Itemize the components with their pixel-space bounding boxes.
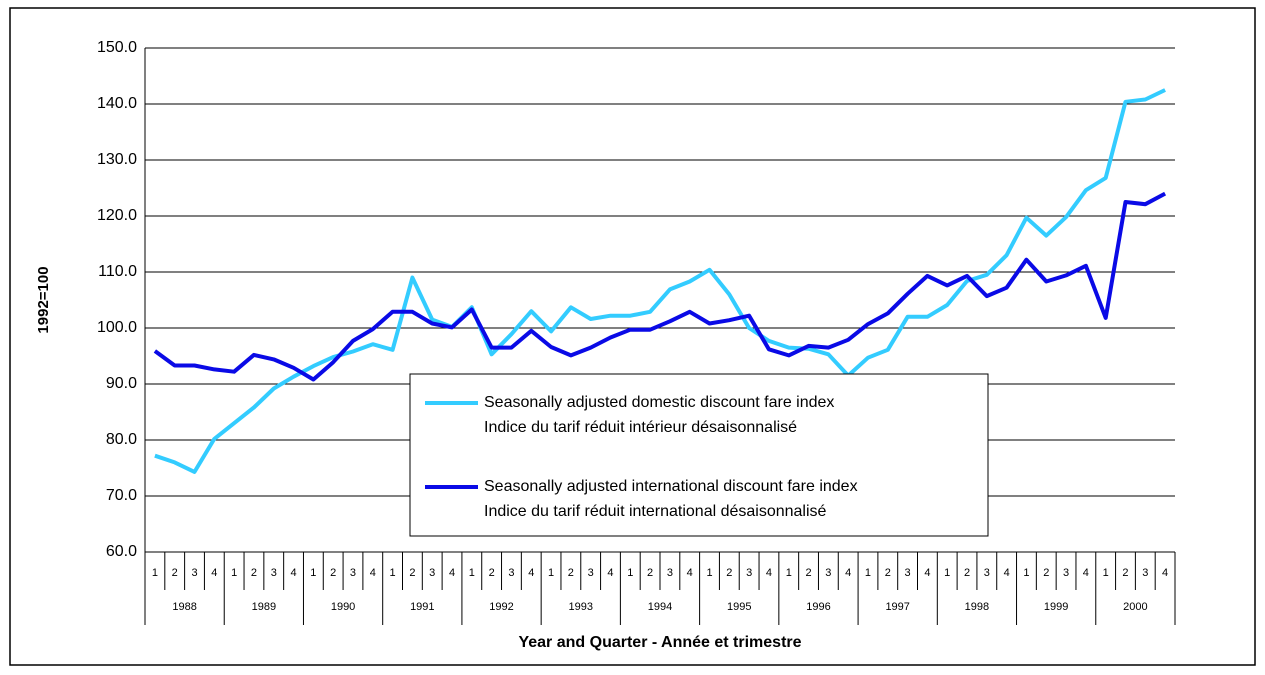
chart-border: [9, 7, 1256, 666]
year-label: 1991: [410, 601, 434, 613]
x-tick-label: 1: [469, 567, 475, 579]
x-tick-label: 3: [350, 567, 356, 579]
x-tick-label: 2: [1043, 567, 1049, 579]
x-tick-label: 4: [1004, 567, 1010, 579]
year-label: 2000: [1123, 601, 1147, 613]
year-label: 1992: [489, 601, 513, 613]
x-tick-label: 1: [706, 567, 712, 579]
y-tick-label: 140.0: [97, 95, 137, 112]
x-tick-label: 1: [627, 567, 633, 579]
year-label: 1994: [648, 601, 672, 613]
year-label: 1997: [885, 601, 909, 613]
year-label: 1989: [252, 601, 276, 613]
y-tick-label: 150.0: [97, 39, 137, 56]
x-tick-label: 2: [172, 567, 178, 579]
x-tick-label: 1: [786, 567, 792, 579]
y-axis-label: 1992=100: [35, 266, 52, 333]
x-tick-label: 4: [687, 567, 693, 579]
x-tick-label: 4: [211, 567, 217, 579]
x-tick-label: 3: [429, 567, 435, 579]
y-tick-label: 120.0: [97, 207, 137, 224]
x-tick-label: 2: [805, 567, 811, 579]
x-tick-label: 3: [667, 567, 673, 579]
y-tick-label: 90.0: [106, 375, 137, 392]
legend-label: Seasonally adjusted domestic discount fa…: [484, 394, 834, 411]
y-tick-label: 110.0: [98, 263, 137, 280]
x-tick-label: 4: [449, 567, 455, 579]
x-tick-label: 1: [1103, 567, 1109, 579]
year-label: 1998: [965, 601, 989, 613]
x-tick-label: 3: [746, 567, 752, 579]
x-tick-label: 3: [191, 567, 197, 579]
x-tick-label: 3: [1142, 567, 1148, 579]
x-tick-label: 1: [231, 567, 237, 579]
year-label: 1993: [569, 601, 593, 613]
x-tick-label: 4: [607, 567, 613, 579]
series-line: [153, 191, 1167, 382]
y-tick-label: 80.0: [106, 431, 137, 448]
x-tick-label: 3: [1063, 567, 1069, 579]
y-tick-label: 70.0: [106, 487, 137, 504]
x-tick-label: 3: [905, 567, 911, 579]
x-tick-label: 4: [924, 567, 930, 579]
x-tick-label: 1: [390, 567, 396, 579]
x-tick-label: 1: [1023, 567, 1029, 579]
x-axis-label: Year and Quarter - Année et trimestre: [518, 634, 801, 651]
x-tick-label: 1: [548, 567, 554, 579]
x-tick-label: 4: [290, 567, 296, 579]
x-tick-label: 4: [528, 567, 534, 579]
x-tick-label: 2: [1122, 567, 1128, 579]
x-tick-label: 2: [885, 567, 891, 579]
x-tick-label: 2: [489, 567, 495, 579]
year-label: 1995: [727, 601, 751, 613]
y-tick-label: 130.0: [97, 151, 137, 168]
year-label: 1999: [1044, 601, 1068, 613]
x-tick-label: 2: [647, 567, 653, 579]
legend-label-fr: Indice du tarif réduit international dés…: [484, 503, 827, 520]
x-tick-label: 1: [152, 567, 158, 579]
x-tick-label: 2: [409, 567, 415, 579]
year-label: 1988: [172, 601, 196, 613]
x-tick-label: 4: [766, 567, 772, 579]
x-tick-label: 1: [944, 567, 950, 579]
x-tick-label: 2: [568, 567, 574, 579]
x-tick-label: 2: [251, 567, 257, 579]
x-tick-label: 2: [964, 567, 970, 579]
year-label: 1990: [331, 601, 355, 613]
x-tick-label: 3: [508, 567, 514, 579]
y-tick-label: 60.0: [106, 543, 137, 560]
legend-label-fr: Indice du tarif réduit intérieur désaiso…: [484, 419, 797, 436]
x-tick-label: 4: [845, 567, 851, 579]
series-line: [154, 88, 1166, 474]
x-tick-label: 2: [330, 567, 336, 579]
x-tick-label: 3: [271, 567, 277, 579]
legend: [409, 373, 989, 537]
x-tick-label: 4: [1162, 567, 1168, 579]
x-tick-label: 4: [370, 567, 376, 579]
x-tick-label: 1: [310, 567, 316, 579]
y-tick-label: 100.0: [97, 319, 137, 336]
x-tick-label: 1: [865, 567, 871, 579]
x-tick-label: 3: [984, 567, 990, 579]
x-tick-label: 3: [588, 567, 594, 579]
x-tick-label: 3: [825, 567, 831, 579]
legend-label: Seasonally adjusted international discou…: [484, 478, 858, 495]
x-tick-label: 4: [1083, 567, 1089, 579]
year-label: 1996: [806, 601, 830, 613]
x-tick-label: 2: [726, 567, 732, 579]
